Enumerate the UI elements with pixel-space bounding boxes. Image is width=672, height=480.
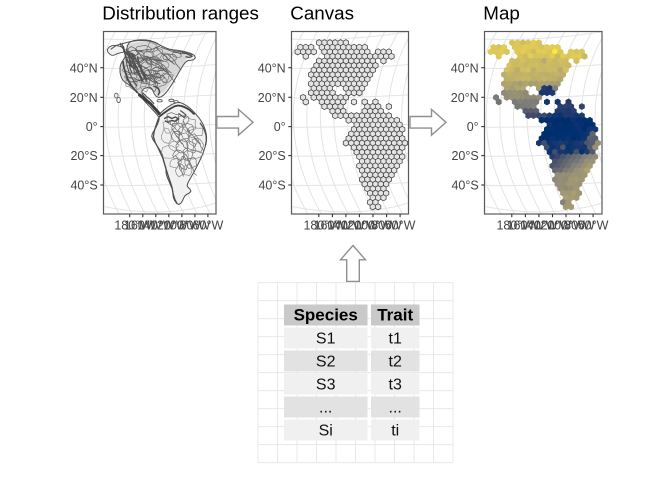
svg-text:20°N: 20°N [258, 91, 286, 105]
svg-text:...: ... [319, 400, 332, 417]
svg-text:60°W: 60°W [385, 219, 416, 233]
svg-text:40°S: 40°S [258, 179, 285, 193]
svg-text:180°W: 180°W [496, 219, 534, 233]
svg-text:t2: t2 [389, 354, 402, 371]
svg-text:Trait: Trait [377, 306, 413, 325]
svg-text:160°W: 160°W [124, 219, 162, 233]
svg-text:40°N: 40°N [451, 61, 479, 75]
svg-text:120°W: 120°W [150, 219, 188, 233]
svg-text:Map: Map [483, 3, 520, 24]
svg-text:140°W: 140°W [327, 219, 365, 233]
svg-text:120°W: 120°W [534, 219, 572, 233]
svg-text:60°W: 60°W [578, 219, 609, 233]
svg-text:140°W: 140°W [520, 219, 558, 233]
svg-text:180°W: 180°W [114, 219, 152, 233]
svg-text:ti: ti [391, 423, 399, 440]
svg-text:S1: S1 [316, 331, 336, 348]
svg-text:S2: S2 [316, 354, 336, 371]
svg-text:0°: 0° [274, 120, 286, 134]
svg-text:t1: t1 [389, 331, 402, 348]
svg-text:20°N: 20°N [451, 91, 479, 105]
svg-text:...: ... [389, 400, 402, 417]
svg-text:20°S: 20°S [451, 149, 478, 163]
svg-text:100°W: 100°W [354, 219, 392, 233]
svg-text:80°W: 80°W [371, 219, 402, 233]
svg-text:140°W: 140°W [137, 219, 175, 233]
svg-text:40°S: 40°S [70, 179, 97, 193]
svg-text:40°N: 40°N [258, 61, 286, 75]
svg-text:60°W: 60°W [193, 219, 224, 233]
svg-text:100°W: 100°W [163, 219, 201, 233]
svg-text:t3: t3 [389, 377, 402, 394]
svg-text:180°W: 180°W [303, 219, 341, 233]
svg-text:80°W: 80°W [180, 219, 211, 233]
svg-text:40°S: 40°S [451, 179, 478, 193]
svg-text:160°W: 160°W [507, 219, 545, 233]
svg-text:160°W: 160°W [314, 219, 352, 233]
svg-text:Species: Species [294, 306, 358, 325]
svg-text:40°N: 40°N [70, 61, 98, 75]
svg-text:S3: S3 [316, 377, 336, 394]
svg-text:0°: 0° [86, 120, 98, 134]
svg-text:Distribution ranges: Distribution ranges [102, 3, 259, 24]
svg-text:100°W: 100°W [547, 219, 585, 233]
svg-text:Canvas: Canvas [290, 3, 354, 24]
svg-text:120°W: 120°W [341, 219, 379, 233]
svg-text:20°S: 20°S [258, 149, 285, 163]
svg-text:Si: Si [319, 423, 333, 440]
svg-text:20°N: 20°N [70, 91, 98, 105]
svg-text:20°S: 20°S [70, 149, 97, 163]
svg-text:0°: 0° [467, 120, 479, 134]
svg-text:80°W: 80°W [564, 219, 595, 233]
